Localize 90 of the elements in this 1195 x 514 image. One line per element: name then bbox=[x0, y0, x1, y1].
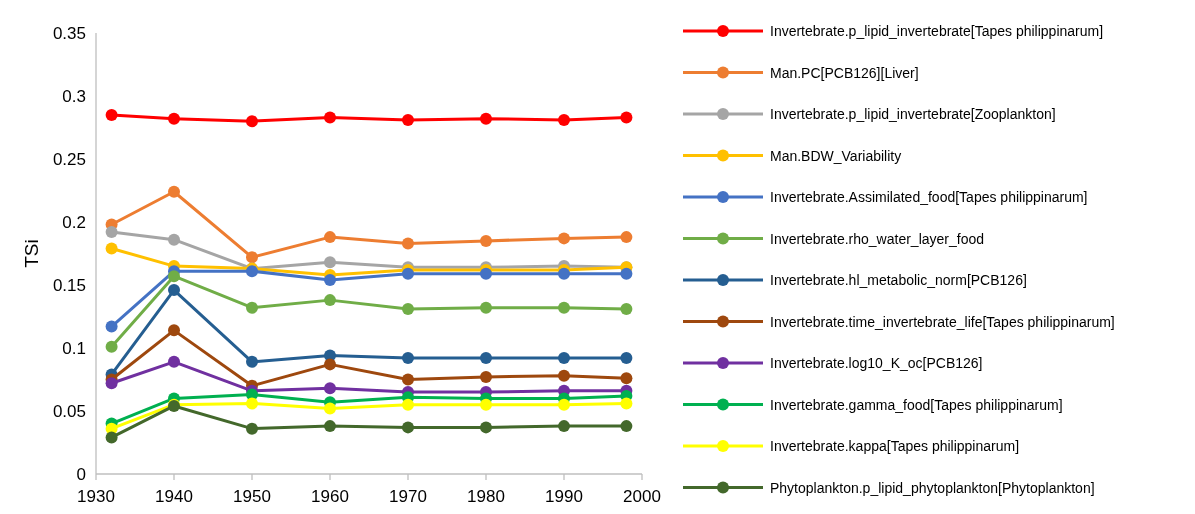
text: Invertebrate.p_lipid_invertebrate[Zooplankton] bbox=[770, 106, 1056, 122]
point bbox=[558, 369, 570, 382]
point bbox=[324, 402, 336, 415]
point bbox=[168, 233, 180, 246]
point bbox=[480, 370, 492, 383]
point bbox=[105, 431, 118, 444]
point bbox=[105, 340, 118, 353]
point bbox=[168, 185, 180, 198]
point bbox=[168, 355, 180, 368]
x-tick-label: 1950 bbox=[233, 487, 271, 506]
text: Man.BDW_Variability bbox=[770, 147, 902, 164]
point bbox=[246, 397, 258, 410]
point bbox=[324, 294, 336, 307]
point bbox=[324, 111, 336, 124]
point bbox=[246, 422, 258, 435]
point bbox=[324, 382, 336, 395]
point bbox=[620, 267, 633, 280]
point bbox=[105, 377, 118, 390]
text: Invertebrate.rho_water_layer_food bbox=[770, 230, 985, 247]
point bbox=[246, 301, 258, 314]
point bbox=[402, 421, 414, 434]
point bbox=[105, 242, 118, 255]
point bbox=[620, 420, 633, 433]
point bbox=[246, 355, 258, 368]
point bbox=[324, 420, 336, 433]
point bbox=[620, 302, 633, 315]
point bbox=[620, 372, 633, 385]
point bbox=[402, 267, 414, 280]
point bbox=[558, 420, 570, 433]
y-tick-label: 0.05 bbox=[52, 401, 86, 421]
point bbox=[402, 398, 414, 411]
point bbox=[620, 397, 633, 410]
point bbox=[105, 320, 118, 333]
y-tick-label: 0 bbox=[76, 464, 86, 484]
text: Invertebrate.gamma_food[Tapes philippinarum] bbox=[770, 396, 1063, 413]
x-tick-label: 1960 bbox=[311, 487, 349, 506]
y-tick-label: 0.15 bbox=[52, 275, 86, 295]
point bbox=[558, 301, 570, 314]
point bbox=[402, 237, 414, 250]
point bbox=[620, 352, 633, 365]
point bbox=[402, 302, 414, 315]
point bbox=[620, 231, 633, 244]
point bbox=[480, 112, 492, 125]
point bbox=[246, 251, 258, 264]
x-tick-label: 1940 bbox=[155, 487, 193, 506]
point bbox=[324, 256, 336, 269]
y-tick-label: 0.35 bbox=[52, 23, 86, 43]
point bbox=[246, 115, 258, 128]
text: Invertebrate.time_invertebrate_life[Tapes philippinarum] bbox=[770, 313, 1115, 330]
point bbox=[324, 358, 336, 371]
point bbox=[480, 421, 492, 434]
x-tick-label: 1990 bbox=[545, 487, 583, 506]
point bbox=[480, 267, 492, 280]
point bbox=[558, 232, 570, 245]
point bbox=[480, 352, 492, 365]
point bbox=[558, 398, 570, 411]
point bbox=[558, 352, 570, 365]
point bbox=[402, 352, 414, 365]
point bbox=[558, 267, 570, 280]
text: Invertebrate.Assimilated_food[Tapes philippinarum] bbox=[770, 189, 1088, 205]
point bbox=[168, 112, 180, 125]
point bbox=[105, 226, 118, 239]
point bbox=[324, 273, 336, 286]
point bbox=[105, 108, 118, 121]
point bbox=[168, 324, 180, 337]
x-tick-label: 1970 bbox=[389, 487, 427, 506]
x-tick-label: 1930 bbox=[77, 487, 115, 506]
point bbox=[480, 301, 492, 314]
point bbox=[324, 231, 336, 244]
text: Invertebrate.kappa[Tapes philippinarum] bbox=[770, 438, 1020, 454]
text: Invertebrate.hl_metabolic_norm[PCB126] bbox=[770, 272, 1027, 288]
point bbox=[620, 111, 633, 124]
x-tick-label: 1980 bbox=[467, 487, 505, 506]
text: Phytoplankton.p_lipid_phytoplankton[Phytoplankton] bbox=[770, 479, 1095, 496]
point bbox=[558, 113, 570, 126]
y-axis-title: TSi bbox=[21, 239, 42, 268]
point bbox=[402, 113, 414, 126]
text: Invertebrate.log10_K_oc[PCB126] bbox=[770, 355, 983, 371]
text: Man.PC[PCB126][Liver] bbox=[770, 64, 919, 81]
point bbox=[168, 284, 180, 297]
point bbox=[480, 234, 492, 247]
y-tick-label: 0.1 bbox=[62, 338, 86, 358]
y-tick-label: 0.3 bbox=[62, 86, 86, 106]
y-tick-label: 0.25 bbox=[52, 149, 86, 169]
point bbox=[480, 398, 492, 411]
point bbox=[168, 270, 180, 283]
point bbox=[402, 373, 414, 386]
x-tick-label: 2000 bbox=[623, 487, 661, 506]
text: Invertebrate.p_lipid_invertebrate[Tapes philippinarum] bbox=[770, 23, 1104, 39]
y-tick-label: 0.2 bbox=[62, 212, 86, 232]
